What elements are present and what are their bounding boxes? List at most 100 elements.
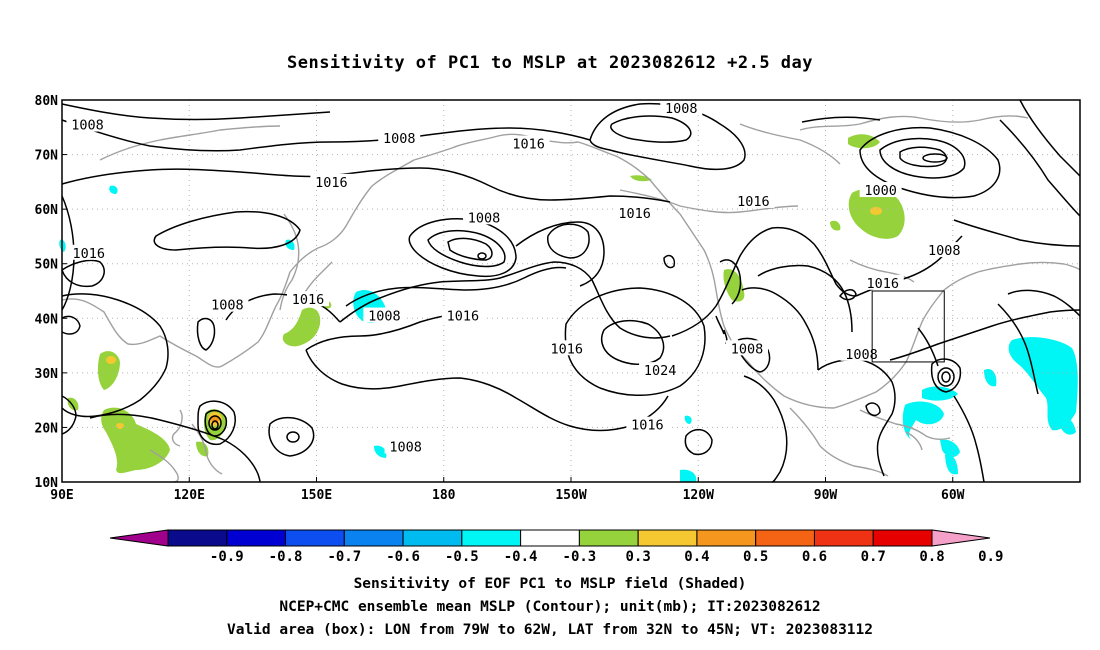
contour-label: 1016 — [447, 309, 480, 325]
colorbar-tick-label: -0.6 — [386, 549, 420, 565]
contour-label: 1016 — [551, 341, 584, 357]
map-area: 1008 1008 1016 1016 1008 1016 1016 1000 1008 1016… — [35, 94, 1081, 503]
lat-tick-label: 80N — [35, 94, 59, 109]
contour-label-bg — [726, 340, 769, 356]
colorbar-bin — [402, 529, 463, 547]
contour-label-bg — [545, 340, 588, 356]
sensitivity-shading — [59, 134, 1078, 482]
caption-line-2: NCEP+CMC ensemble mean MSLP (Contour); u… — [279, 599, 820, 615]
lon-tick-label: 60W — [941, 488, 965, 503]
colorbar-bin — [696, 529, 757, 547]
colorbar-tick-label: -0.4 — [504, 549, 538, 565]
colorbar-arrow-left — [109, 529, 169, 547]
colorbar-tick-label: 0.5 — [743, 549, 768, 565]
caption-line-3: Valid area (box): LON from 79W to 62W, L… — [227, 622, 873, 638]
contour-label-bg — [507, 135, 550, 151]
colorbar-tick-label: -0.3 — [563, 549, 597, 565]
contour-label: 1008 — [368, 309, 401, 325]
contour-label: 1016 — [292, 292, 325, 308]
figure-title: Sensitivity of PC1 to MSLP at 2023082612… — [287, 53, 813, 73]
lat-tick-label: 50N — [35, 258, 59, 273]
lat-tick-label: 70N — [35, 149, 59, 164]
colorbar-tick-label: 0.9 — [978, 549, 1003, 565]
contour-label-bg — [861, 274, 904, 290]
colorbar-tick-label: 0.8 — [919, 549, 944, 565]
lon-tick-label: 150E — [301, 488, 332, 503]
colorbar-bin — [343, 529, 404, 547]
contour-label: 1008 — [71, 118, 104, 134]
contour-label: 1024 — [644, 363, 677, 379]
colorbar-tick-label: -0.5 — [445, 549, 479, 565]
contour-label: 1000 — [864, 183, 897, 199]
colorbar-bin — [872, 529, 933, 547]
contour-label-bg — [859, 182, 902, 198]
lon-tick-label: 120E — [174, 488, 205, 503]
contour-labels: 1008 1008 1016 1016 1008 1016 1016 1000 1008 1016… — [66, 100, 966, 456]
contour-label: 1016 — [631, 418, 664, 434]
lon-tick-label: 150W — [555, 488, 586, 503]
colorbar-tick-label: 0.6 — [802, 549, 827, 565]
contour-label-bg — [384, 438, 427, 454]
contour-label-bg — [287, 291, 330, 307]
contour-label: 1016 — [737, 194, 770, 210]
colorbar-arrow-right — [931, 529, 991, 547]
contour-label-bg — [613, 204, 656, 220]
colorbar-bin — [226, 529, 287, 547]
latitude-axis: 80N 70N 60N 50N 40N 30N 20N 10N — [35, 94, 67, 491]
contour-label: 1008 — [928, 243, 961, 259]
colorbar-bin — [637, 529, 698, 547]
contour-label: 1008 — [731, 341, 764, 357]
colorbar-tick-label: 0.4 — [684, 549, 709, 565]
contour-label-bg — [310, 173, 353, 189]
contour-label: 1008 — [383, 131, 416, 147]
colorbar-tick-label: -0.9 — [210, 549, 244, 565]
contour-label-bg — [67, 244, 110, 260]
colorbar-bin — [167, 529, 228, 547]
contour-label: 1016 — [512, 137, 545, 153]
contour-label-bg — [639, 362, 682, 378]
coastlines — [61, 115, 1081, 483]
lon-tick-label: 90E — [50, 488, 73, 503]
colorbar-bin — [285, 529, 345, 547]
colorbar-bin — [578, 529, 639, 547]
contour-label-bg — [626, 416, 669, 432]
contour-label-bg — [363, 307, 406, 323]
contour-label: 1008 — [845, 347, 878, 363]
lon-tick-label: 90W — [814, 488, 838, 503]
colorbar-bin — [520, 529, 580, 547]
colorbar-tick-label: 0.3 — [626, 549, 651, 565]
colorbar: -0.9 -0.8 -0.7 -0.6 -0.5 -0.4 -0.3 0.3 0.4 0.5 0.6… — [109, 529, 1003, 565]
lat-tick-label: 20N — [35, 421, 59, 436]
longitude-axis: 90E 120E 150E 180 150W 120W 90W 60W — [50, 477, 965, 503]
contour-label: 1008 — [211, 298, 244, 314]
contour-label: 1008 — [665, 101, 698, 117]
contour-label: 1008 — [468, 210, 501, 226]
contour-label: 1016 — [867, 276, 900, 292]
lon-tick-label: 180 — [432, 488, 456, 503]
captions: Sensitivity of EOF PC1 to MSLP field (Sh… — [227, 576, 873, 638]
contour-label: 1016 — [315, 175, 348, 191]
contour-label: 1008 — [389, 440, 422, 456]
lat-tick-label: 30N — [35, 367, 59, 382]
colorbar-tick-label: -0.8 — [269, 549, 303, 565]
contour-label-bg — [378, 130, 421, 146]
caption-line-1: Sensitivity of EOF PC1 to MSLP field (Sh… — [354, 576, 747, 592]
contour-label-bg — [923, 242, 966, 258]
colorbar-tick-label: -0.7 — [327, 549, 361, 565]
contour-label: 1016 — [72, 246, 105, 262]
contour-label-bg — [732, 192, 775, 208]
contour-label-bg — [66, 116, 109, 132]
lat-tick-label: 60N — [35, 203, 59, 218]
contour-label: 1016 — [618, 206, 651, 222]
lon-tick-label: 120W — [683, 488, 714, 503]
colorbar-bin — [813, 529, 874, 547]
contour-label-bg — [660, 100, 703, 116]
contour-label-bg — [206, 296, 249, 312]
colorbar-bin — [461, 529, 522, 547]
map-grid — [62, 100, 1080, 482]
contour-label-bg — [441, 307, 484, 323]
colorbar-bin — [755, 529, 815, 547]
valid-area-box — [871, 290, 945, 363]
lat-tick-label: 10N — [35, 476, 59, 491]
